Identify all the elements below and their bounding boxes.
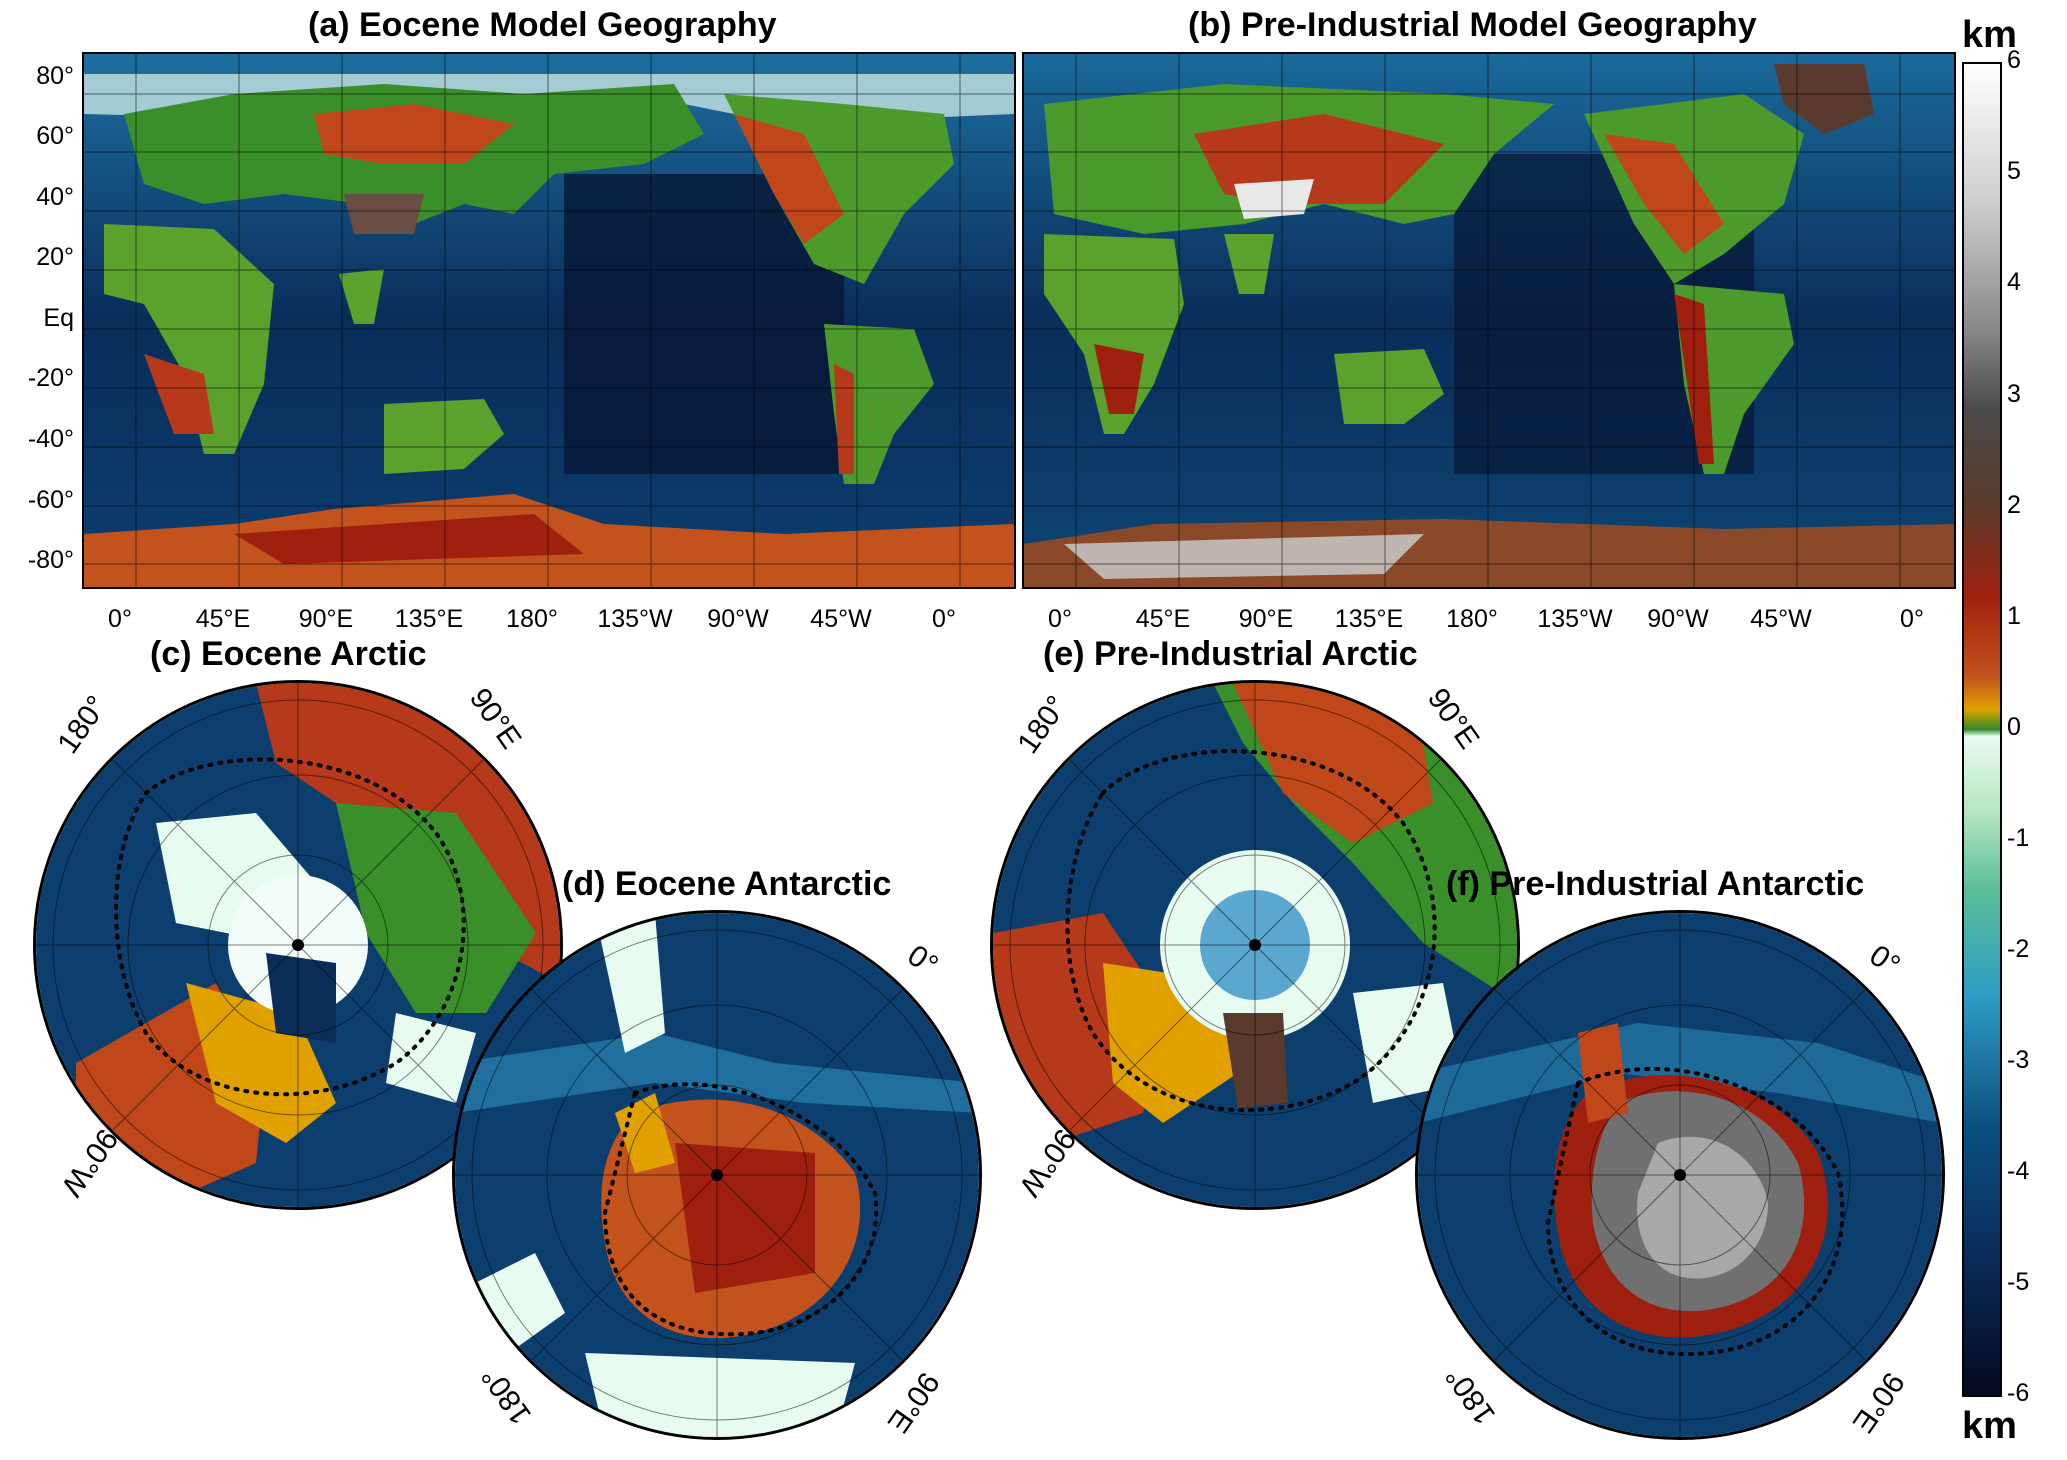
lon-tick-b-45e: 45°E: [1135, 605, 1191, 633]
lon-tick-a-45e: 45°E: [195, 605, 251, 633]
lat-tick-eq: Eq: [43, 304, 74, 332]
preindustrial-geography-map: [1022, 52, 1956, 589]
lon-tick-b-0-end: 0°: [1900, 605, 1924, 633]
eocene-antarctic-map: [452, 910, 982, 1440]
lat-tick-m80: -80°: [27, 546, 74, 574]
f-label-180: 180°: [1439, 1360, 1502, 1431]
lon-tick-b-0: 0°: [1048, 605, 1072, 633]
lat-tick-60: 60°: [36, 122, 74, 150]
d-label-90e: 90°E: [880, 1366, 946, 1439]
lon-tick-a-45w: 45°W: [810, 605, 872, 633]
panel-f-title: (f) Pre-Industrial Antarctic: [1446, 865, 1865, 903]
e-label-90e: 90°E: [1420, 682, 1486, 755]
colorbar-tick-6: 6: [2007, 46, 2021, 74]
e-label-90w: 90°W: [1012, 1122, 1082, 1202]
lat-tick-m20: -20°: [27, 364, 74, 392]
colorbar-tick-3: 3: [2007, 380, 2021, 408]
lon-tick-a-90w: 90°W: [707, 605, 769, 633]
colorbar-tick-m5: -5: [2007, 1268, 2030, 1296]
colorbar-tick-m6: -6: [2007, 1379, 2030, 1407]
c-label-180: 180°: [51, 689, 114, 760]
colorbar-unit-bottom: km: [1962, 1405, 2017, 1447]
panel-d-title: (d) Eocene Antarctic: [562, 865, 892, 903]
lon-tick-a-0-end: 0°: [932, 605, 956, 633]
d-label-180: 180°: [475, 1360, 538, 1431]
lon-tick-a-135w: 135°W: [597, 605, 673, 633]
lon-tick-a-0: 0°: [108, 605, 132, 633]
e-label-180: 180°: [1011, 689, 1074, 760]
lat-tick-m60: -60°: [27, 486, 74, 514]
lon-tick-b-90w: 90°W: [1647, 605, 1709, 633]
colorbar-tick-m3: -3: [2007, 1046, 2030, 1074]
lon-tick-a-135e: 135°E: [394, 605, 464, 633]
colorbar-tick-1: 1: [2007, 602, 2021, 630]
lon-tick-b-135e: 135°E: [1334, 605, 1404, 633]
lon-tick-b-90e: 90°E: [1238, 605, 1294, 633]
preindustrial-antarctic-map: [1415, 910, 1945, 1440]
lon-tick-b-180: 180°: [1446, 605, 1498, 633]
c-label-90w: 90°W: [54, 1122, 124, 1202]
lon-tick-b-45w: 45°W: [1750, 605, 1812, 633]
lon-tick-a-180: 180°: [506, 605, 558, 633]
f-label-90e: 90°E: [1845, 1366, 1911, 1439]
lat-tick-40: 40°: [36, 183, 74, 211]
panel-b-title: (b) Pre-Industrial Model Geography: [1188, 6, 1757, 44]
preindustrial-arctic-map: [990, 680, 1520, 1210]
colorbar-tick-m2: -2: [2007, 935, 2030, 963]
eocene-geography-map: [82, 52, 1016, 589]
lon-tick-b-135w: 135°W: [1537, 605, 1613, 633]
panel-e-title: (e) Pre-Industrial Arctic: [1043, 635, 1418, 673]
panel-a-title: (a) Eocene Model Geography: [308, 6, 777, 44]
colorbar-tick-5: 5: [2007, 157, 2021, 185]
colorbar-tick-2: 2: [2007, 491, 2021, 519]
colorbar-tick-4: 4: [2007, 268, 2021, 296]
d-label-0: 0°: [901, 938, 944, 983]
lat-tick-80: 80°: [36, 62, 74, 90]
lat-tick-m40: -40°: [27, 425, 74, 453]
colorbar: [1962, 62, 2002, 1397]
f-label-0: 0°: [1863, 938, 1906, 983]
colorbar-tick-0: 0: [2007, 713, 2021, 741]
lon-tick-a-90e: 90°E: [298, 605, 354, 633]
colorbar-tick-m1: -1: [2007, 824, 2030, 852]
colorbar-unit-top: km: [1962, 14, 2017, 56]
lat-tick-20: 20°: [36, 243, 74, 271]
panel-c-title: (c) Eocene Arctic: [150, 635, 427, 673]
colorbar-tick-m4: -4: [2007, 1157, 2030, 1185]
